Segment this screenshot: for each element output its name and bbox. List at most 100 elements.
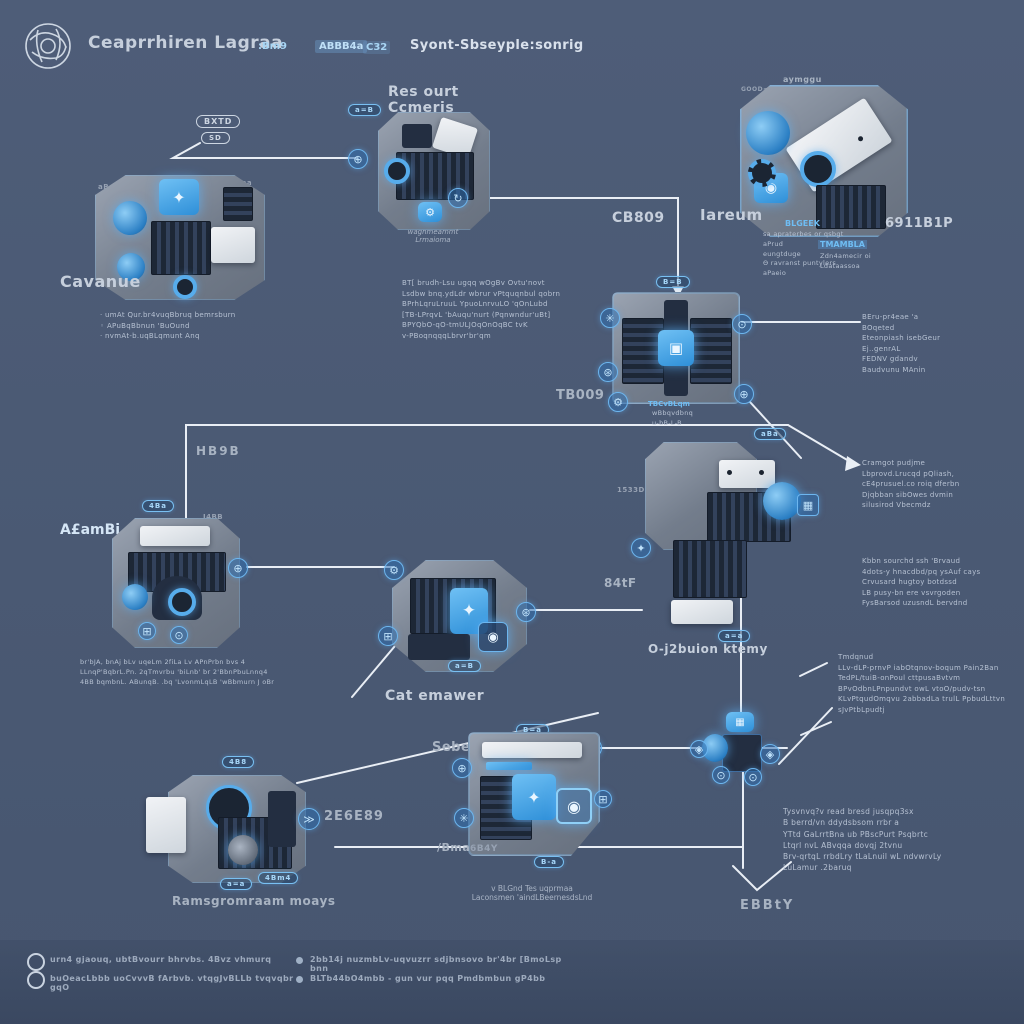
ramag-title: Ramsgromraam moays — [172, 894, 336, 908]
legend-circle-bullet — [27, 953, 45, 971]
machine-slats — [622, 318, 664, 384]
b64y-label: 6B4Y — [470, 844, 498, 854]
side-icon: ✳ — [454, 808, 474, 828]
ramag-top-pill: 4B8 — [222, 756, 255, 768]
bottom-icon: ⊞ — [138, 622, 156, 640]
nav-item-1[interactable]: :Bm9 — [258, 41, 287, 52]
legend-dot-bullet — [296, 957, 303, 964]
machine-ring — [168, 588, 196, 616]
aeambi-caption: br'bJA, bnAj bLv uqeLm 2fiLa Lv APnPrbn … — [80, 658, 275, 686]
machine-slats — [673, 540, 747, 598]
j4bb-label: J4BB — [203, 513, 224, 521]
ebbty-label: EBBtY — [740, 898, 795, 913]
panel-dot — [727, 470, 732, 475]
machine-slats — [690, 318, 732, 384]
tmdqnud-annotation: Tmdqnud LLv-dLP-prnvP iabOtqnov-boqum Pa… — [838, 653, 1006, 714]
machine-strip — [486, 762, 532, 770]
cavanue-title: Cavanue — [60, 272, 141, 291]
corner-icon: ⊕ — [734, 384, 754, 404]
machine-panel — [671, 600, 733, 624]
nav-item-3[interactable]: C32 — [363, 41, 391, 54]
bma-label: /Bma — [437, 841, 471, 854]
center-left-annotation: BT[ brudh-Lsu ugqq wOgBv Ovtu'novt Lsdbw… — [402, 279, 561, 340]
key-icon: ✦ — [159, 179, 199, 215]
aeambi-top-pill: 4Ba — [142, 500, 174, 512]
legend-circle-bullet — [27, 971, 45, 989]
corner-icon: ⚙ — [384, 560, 404, 580]
relay-body — [722, 734, 762, 772]
wifi-icon: ≫ — [298, 808, 320, 830]
legend-item-4: BLTb44bO4mbb - gun vur pqq Pmdbmbun gP4b… — [310, 974, 546, 983]
legend-dot-bullet — [296, 976, 303, 983]
machine-slats — [816, 185, 886, 229]
e2e-label: 2E6E89 — [324, 809, 384, 824]
catemawer-title: Cat emawer — [385, 688, 485, 704]
machine-knob — [763, 482, 801, 520]
catemawer-bottom-pill: a=B — [448, 660, 481, 672]
iareum-title: Iareum — [700, 206, 763, 224]
seber-title: Seber — [432, 740, 478, 755]
corner-icon: ⚙ — [608, 392, 628, 412]
cavanue-node: ✦ — [95, 175, 265, 300]
g6911-title: 6911B1P — [885, 216, 954, 231]
seber-bottom-pill: B-a — [534, 856, 564, 868]
relay-leg-icon: ⊙ — [744, 768, 762, 786]
oebeemty-top-pill: aBa — [754, 428, 786, 440]
corner-icon: ⊙ — [732, 314, 752, 334]
camera-icon: ◉ — [478, 622, 508, 652]
seber-node: ✦ ◉ ⊕ ✳ ⊞ — [452, 732, 612, 856]
core-icon: ⚙ — [418, 202, 442, 222]
panel-dot — [759, 470, 764, 475]
app-title: Ceaprrhiren Lagraa — [88, 33, 284, 53]
oebeemty-bottom-pill: a=a — [718, 630, 751, 642]
relay-leg-icon: ⊙ — [712, 766, 730, 784]
gauge-ring — [748, 159, 776, 187]
side-icon: ⊕ — [452, 758, 472, 778]
cb809-label: CB809 — [612, 210, 665, 226]
machine-panel — [211, 227, 255, 263]
nav-item-2[interactable]: ABBB4a — [315, 40, 368, 53]
machine-ring — [800, 151, 836, 187]
machine-knob — [122, 584, 148, 610]
seber-caption: v BLGnd Tes uqprmaa Laconsmen 'aindLBeer… — [471, 884, 593, 902]
relay-node: ▦ ◈ ◈ ⊙ ⊙ — [690, 712, 786, 788]
gateway-node: ◉ — [740, 85, 908, 237]
machine-knob — [117, 253, 145, 281]
side-icon: ✦ — [631, 538, 651, 558]
tb009-caption: wBbqvdbnq u-bB-L-B — [652, 409, 694, 427]
machine-slats — [151, 221, 211, 275]
machine-knob — [746, 111, 790, 155]
ramag-bottom-pill-1: a=a — [220, 878, 253, 890]
bxtd-pill: BXTD — [196, 115, 241, 128]
aeambi-title: A£amBi — [60, 522, 121, 538]
footer-legend: urn4 gjaouq, ubtBvourr bhrvbs. 4Bvz vhmu… — [0, 940, 1024, 1024]
machine-block — [268, 791, 296, 847]
machine-slats — [128, 552, 226, 592]
oebeemty-node: ▦ ✦ — [631, 442, 819, 634]
link-icon: ⊕ — [228, 558, 248, 578]
side-icon: ⊞ — [594, 790, 612, 808]
panel-dot — [857, 135, 865, 143]
good-label: GOOD=aa — [741, 86, 778, 93]
machine-panel — [482, 742, 582, 758]
tmambla-blue-label: TMAMBLA — [818, 240, 867, 249]
sd-pill: SD — [201, 132, 230, 144]
aeambi-node: ⊞ ⊙ — [112, 518, 240, 648]
tmambla-annotation: Zdn4amecir oi Ldataassoa — [820, 252, 871, 270]
legend-item-1: urn4 gjaouq, ubtBvourr bhrvbs. 4Bvz vhmu… — [50, 955, 272, 964]
header-subtitle: Syont-Sbseyple:sonrig — [410, 38, 584, 53]
machine-slats — [223, 187, 253, 221]
iareum-blue-label: BLGEEK — [785, 219, 820, 228]
ramag-bottom-pill-2: 4Bm4 — [258, 872, 299, 884]
hb9b-label: HB9B — [196, 444, 241, 458]
relay-head-icon: ▦ — [726, 712, 754, 732]
corner-icon: ✳ — [600, 308, 620, 328]
machine-block — [408, 634, 470, 660]
relay-arm-icon: ◈ — [690, 740, 708, 758]
legend-item-3: 2bb14j nuzmbLv-uqvuzrr sdjbnsovo br'4br … — [310, 955, 562, 973]
corner-icon: ⊞ — [378, 626, 398, 646]
core-icon: ✦ — [450, 588, 488, 634]
oebeemty-title: O-j2buion ktemy — [648, 642, 768, 656]
tb009-blue-caption: TBCvBLqm — [648, 400, 690, 408]
